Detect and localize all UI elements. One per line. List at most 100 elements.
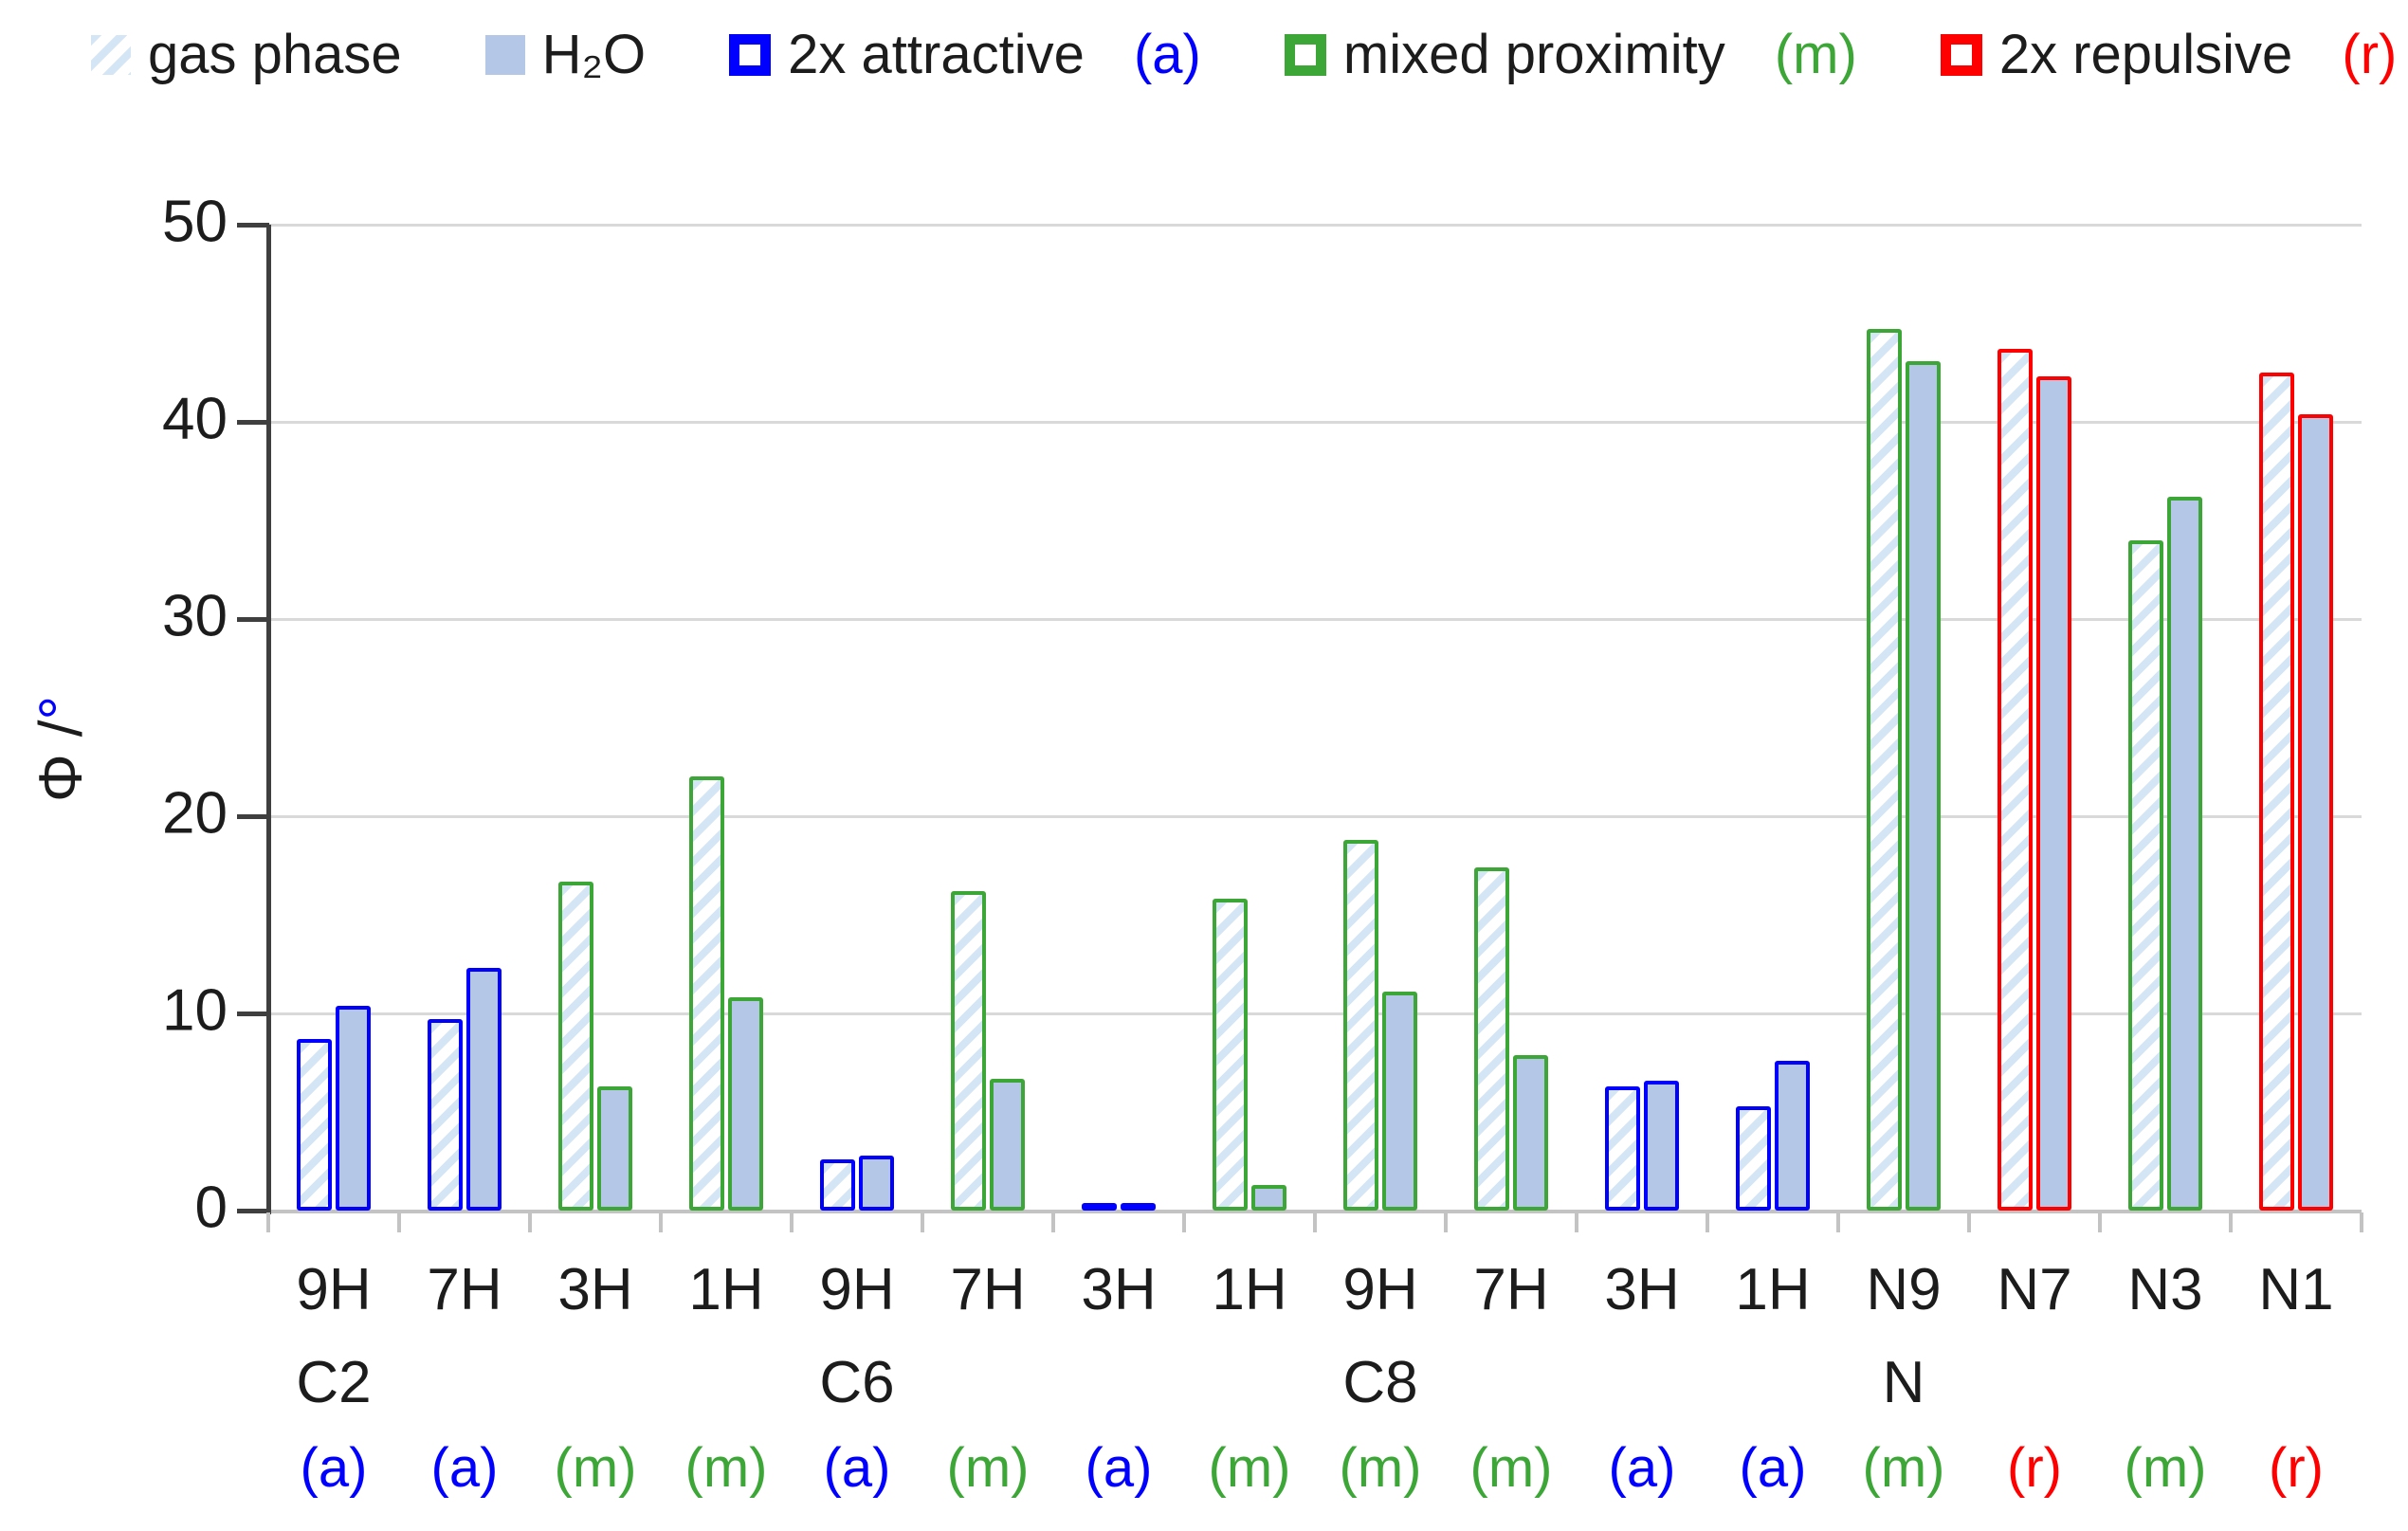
x-category-tag: (m) (946, 1437, 1030, 1499)
x-tick-mark (1313, 1212, 1317, 1232)
legend-swatch-h2o-icon (484, 34, 525, 75)
legend-swatch-gas-phase-icon (91, 34, 131, 75)
x-category-label: 3H (1604, 1257, 1680, 1322)
x-category-label: N7 (1997, 1257, 2072, 1322)
legend-label: gas phase (148, 24, 402, 85)
bar-h2o (1251, 1185, 1286, 1211)
bar-gas-phase (428, 1019, 463, 1211)
bar-h2o (2298, 414, 2333, 1211)
x-category-tag: (m) (1339, 1437, 1422, 1499)
gridline (268, 617, 2362, 621)
legend-swatch-outline-icon (1284, 33, 1326, 76)
legend-swatch-outline-icon (729, 33, 772, 76)
gridline (268, 1012, 2362, 1015)
y-axis-title: Φ /° (26, 696, 96, 802)
bar-h2o (1775, 1061, 1810, 1211)
legend-item: 2x attractive (a) (729, 23, 1201, 86)
x-tick-mark (1967, 1212, 1971, 1232)
x-category-label: N1 (2258, 1257, 2334, 1322)
legend-item: gas phase (91, 23, 402, 86)
bar-h2o (1906, 361, 1941, 1211)
x-category-tag: (r) (2269, 1437, 2324, 1499)
bar-gas-phase (1605, 1086, 1640, 1211)
y-tick-mark (237, 616, 269, 622)
x-category-label: 1H (1735, 1257, 1811, 1322)
x-category-tag: (a) (300, 1437, 368, 1499)
x-tick-mark (1706, 1212, 1709, 1232)
bar-gas-phase (2259, 373, 2294, 1211)
x-tick-mark (921, 1212, 924, 1232)
bar-h2o (1644, 1081, 1679, 1211)
x-tick-mark (2360, 1212, 2363, 1232)
gridline (268, 223, 2362, 227)
bar-gas-phase (689, 776, 724, 1211)
y-axis-line (266, 225, 271, 1214)
legend-label: H₂O (541, 24, 647, 85)
x-category-sublabel: N (1882, 1350, 1925, 1415)
bar-gas-phase (820, 1159, 855, 1211)
x-category-tag: (a) (1739, 1437, 1807, 1499)
x-tick-mark (266, 1212, 270, 1232)
legend-item: 2x repulsive (r) (1940, 23, 2398, 86)
bar-h2o (466, 968, 502, 1211)
bar-h2o (1121, 1203, 1156, 1211)
legend-tag: (m) (1774, 24, 1857, 85)
x-category-label: 9H (1342, 1257, 1418, 1322)
y-tick-mark (237, 1011, 269, 1016)
x-category-label: 9H (296, 1257, 372, 1322)
x-category-tag: (m) (1862, 1437, 1945, 1499)
bar-h2o (1513, 1055, 1548, 1211)
x-category-sublabel: C6 (819, 1350, 895, 1415)
bar-gas-phase (1736, 1106, 1771, 1211)
x-tick-mark (397, 1212, 401, 1232)
x-category-tag: (a) (1085, 1437, 1153, 1499)
x-category-label: 7H (427, 1257, 502, 1322)
bar-gas-phase (1082, 1203, 1117, 1211)
bar-h2o (2167, 497, 2202, 1211)
y-axis-title-text: Φ / (27, 720, 95, 803)
bar-h2o (990, 1079, 1025, 1211)
y-tick-label: 0 (194, 1175, 228, 1241)
x-category-label: 1H (688, 1257, 764, 1322)
bar-gas-phase (951, 891, 986, 1211)
x-tick-mark (1836, 1212, 1840, 1232)
x-category-label: 7H (950, 1257, 1026, 1322)
y-tick-mark (237, 222, 269, 228)
x-axis-baseline (268, 1209, 2362, 1213)
x-category-tag: (a) (823, 1437, 891, 1499)
gridline (268, 420, 2362, 424)
bar-gas-phase (297, 1039, 332, 1211)
x-tick-mark (2098, 1212, 2102, 1232)
x-category-tag: (m) (2124, 1437, 2207, 1499)
y-tick-mark (237, 813, 269, 819)
x-category-sublabel: C2 (296, 1350, 372, 1415)
y-tick-label: 30 (162, 583, 228, 649)
bar-gas-phase (1867, 329, 1902, 1211)
x-category-label: 3H (557, 1257, 633, 1322)
bar-gas-phase (1998, 349, 2033, 1211)
bar-h2o (597, 1086, 632, 1211)
x-category-label: N9 (1866, 1257, 1942, 1322)
x-tick-mark (659, 1212, 663, 1232)
gridline (268, 814, 2362, 818)
bar-gas-phase (558, 882, 593, 1211)
y-tick-label: 50 (162, 189, 228, 255)
x-category-tag: (a) (430, 1437, 499, 1499)
x-category-tag: (m) (554, 1437, 637, 1499)
x-category-label: 1H (1212, 1257, 1287, 1322)
y-axis-degree-symbol: ° (27, 695, 95, 720)
x-category-label: 7H (1473, 1257, 1549, 1322)
x-tick-mark (1444, 1212, 1448, 1232)
legend-item: H₂O (484, 23, 647, 86)
x-category-tag: (m) (1208, 1437, 1291, 1499)
bar-h2o (2036, 376, 2071, 1211)
x-category-sublabel: C8 (1342, 1350, 1418, 1415)
bar-gas-phase (1343, 840, 1378, 1211)
legend-label: 2x attractive (788, 24, 1085, 85)
legend-tag: (r) (2342, 24, 2398, 85)
x-category-label: 3H (1081, 1257, 1157, 1322)
x-category-tag: (m) (684, 1437, 768, 1499)
legend-item: mixed proximity (m) (1284, 23, 1857, 86)
legend-tag: (a) (1133, 24, 1201, 85)
